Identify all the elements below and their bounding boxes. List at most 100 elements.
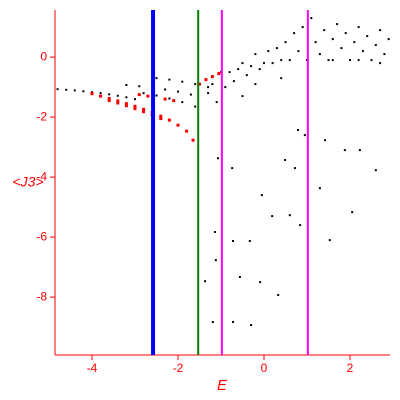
point [228, 71, 231, 74]
point [260, 194, 263, 197]
point [116, 99, 120, 103]
point [267, 50, 270, 53]
point [259, 281, 262, 284]
point [124, 102, 128, 106]
point [284, 159, 287, 161]
point [116, 101, 120, 105]
point [288, 214, 291, 217]
point [56, 88, 59, 91]
point [211, 83, 214, 86]
point [374, 169, 377, 172]
x-tick-label: -4 [87, 361, 98, 375]
point [314, 41, 317, 44]
point [245, 74, 248, 77]
y-tick-label: -2 [36, 109, 47, 123]
point [99, 94, 103, 98]
point [366, 35, 369, 38]
point [142, 110, 146, 114]
point [214, 259, 217, 262]
point [211, 321, 214, 323]
point [280, 77, 283, 80]
point [241, 95, 244, 98]
point [318, 53, 321, 56]
point [167, 118, 171, 122]
point [340, 47, 343, 50]
point [146, 94, 150, 98]
point [327, 59, 330, 62]
point [237, 68, 240, 71]
point [297, 50, 300, 53]
point [293, 32, 296, 35]
point [357, 59, 360, 62]
point [189, 93, 192, 96]
point [65, 88, 68, 91]
point [379, 29, 382, 32]
point [241, 62, 244, 65]
point [331, 59, 334, 62]
point [331, 38, 334, 41]
point [137, 93, 141, 97]
point [90, 92, 94, 96]
x-axis-label: E [217, 377, 228, 394]
point [387, 38, 390, 41]
point [370, 59, 373, 62]
point [133, 107, 137, 111]
point [248, 240, 251, 242]
x-tick-label: -2 [173, 361, 184, 375]
point [181, 101, 184, 104]
point [323, 29, 326, 32]
y-axis-label: <J3> [12, 174, 43, 190]
point [271, 62, 274, 65]
point [271, 215, 274, 218]
point [232, 321, 235, 323]
point [155, 94, 158, 97]
point [176, 123, 180, 127]
point [303, 134, 306, 137]
point [288, 59, 291, 62]
point [280, 59, 283, 62]
point [284, 41, 287, 44]
point [336, 23, 339, 26]
point [108, 93, 111, 96]
point [185, 129, 189, 133]
point [163, 97, 167, 101]
point [379, 62, 382, 65]
point [125, 84, 128, 86]
point [232, 240, 235, 242]
point [155, 77, 158, 80]
point [197, 82, 201, 86]
point [194, 105, 197, 108]
point [224, 86, 227, 89]
point [383, 53, 386, 56]
point [238, 276, 241, 278]
point [215, 101, 218, 104]
y-tick-label: 0 [40, 49, 47, 63]
point [293, 167, 296, 170]
point [107, 97, 111, 100]
point [310, 17, 313, 20]
point [324, 139, 327, 142]
point [207, 92, 210, 95]
point [107, 99, 111, 103]
x-tick-label: 0 [261, 361, 268, 375]
point [262, 62, 265, 65]
point [344, 32, 347, 35]
point [116, 94, 119, 97]
point [254, 83, 257, 86]
point [328, 239, 331, 242]
point [374, 44, 377, 47]
point [232, 80, 235, 83]
point [275, 47, 278, 50]
point [207, 86, 210, 89]
point [216, 157, 219, 160]
point [181, 80, 184, 83]
point [142, 92, 145, 95]
point [231, 167, 234, 170]
point [301, 26, 304, 29]
point [349, 59, 352, 62]
point [204, 78, 208, 82]
point [351, 211, 354, 214]
point [318, 187, 321, 190]
point [133, 98, 136, 101]
point [277, 294, 280, 296]
